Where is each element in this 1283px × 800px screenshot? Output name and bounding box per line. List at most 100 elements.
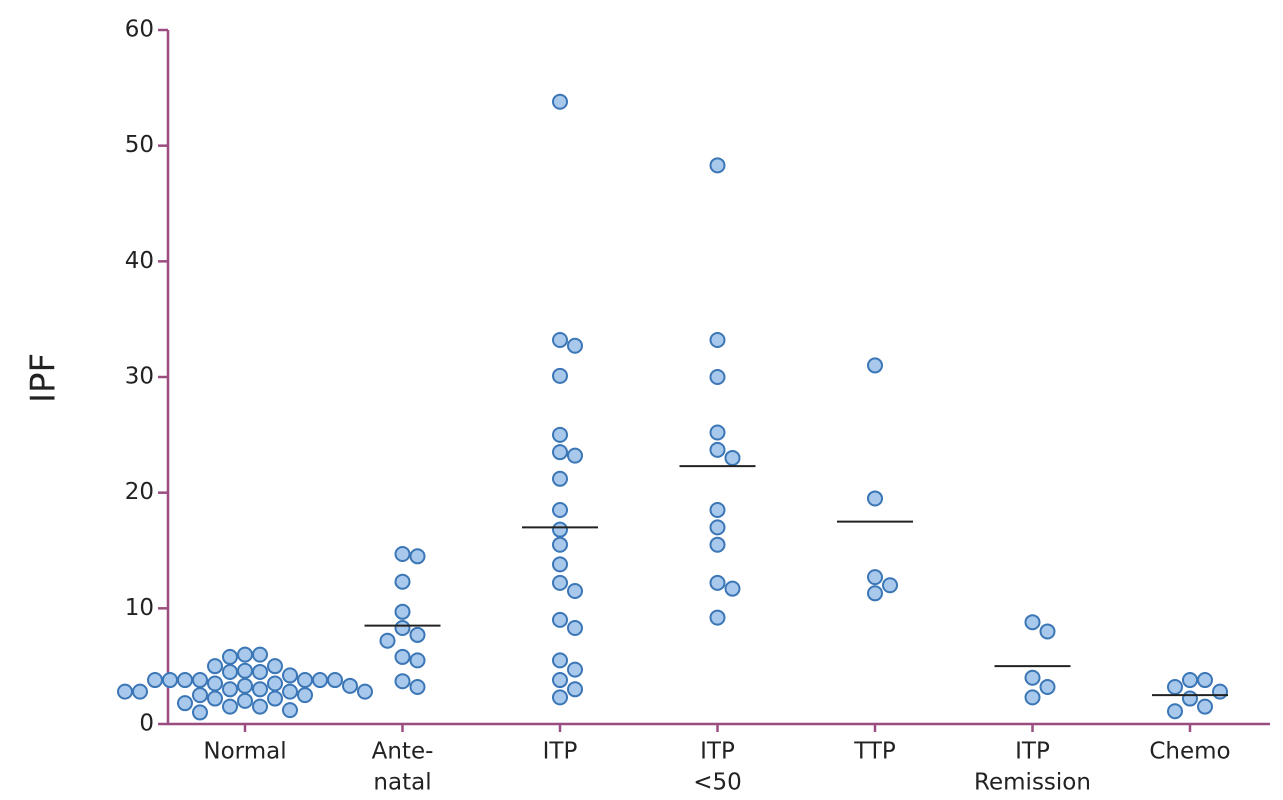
data-point (709, 157, 726, 174)
data-point (867, 357, 883, 374)
data-point (1212, 683, 1228, 700)
x-tick-label: Chemo (1149, 739, 1230, 765)
x-tick-label: Normal (203, 739, 286, 765)
data-point (222, 648, 238, 665)
data-point (252, 646, 268, 663)
data-point (147, 672, 163, 689)
data-point (342, 677, 358, 694)
x-tick-label: ITP (700, 739, 735, 765)
data-point (237, 646, 253, 663)
data-point (552, 93, 568, 110)
data-point (552, 426, 568, 443)
data-point (1197, 672, 1213, 689)
data-point (567, 661, 583, 678)
y-tick-label: 40 (125, 248, 154, 274)
data-point (237, 662, 253, 679)
data-point (207, 675, 223, 692)
y-axis-label: IPF (24, 353, 64, 403)
data-point (552, 331, 568, 348)
data-point (394, 673, 411, 690)
data-point (327, 672, 343, 689)
data-point (192, 687, 208, 704)
data-point (709, 331, 726, 348)
data-point (409, 678, 426, 695)
data-point (282, 667, 298, 684)
data-point (709, 609, 726, 626)
data-point (552, 611, 568, 628)
data-point (1167, 703, 1183, 720)
data-point (252, 663, 268, 680)
data-point (552, 521, 568, 538)
x-tick-label: ITP (543, 739, 578, 765)
data-point (867, 585, 883, 602)
data-point (552, 689, 568, 706)
data-point (709, 502, 726, 519)
data-point (252, 681, 268, 698)
data-point (552, 502, 568, 519)
data-point (394, 573, 411, 590)
data-point (394, 648, 411, 665)
y-tick-label: 0 (139, 711, 154, 737)
data-point (222, 663, 238, 680)
data-point (282, 702, 298, 719)
data-point (867, 490, 883, 507)
data-point (297, 672, 313, 689)
data-point (267, 658, 283, 675)
data-point (237, 677, 253, 694)
data-point (724, 580, 741, 597)
data-point (297, 687, 313, 704)
data-point (117, 683, 133, 700)
data-point (192, 672, 208, 689)
data-point (552, 652, 568, 669)
data-point (409, 626, 426, 643)
data-point (552, 470, 568, 487)
x-tick-label: natal (373, 770, 431, 796)
data-point (552, 556, 568, 573)
data-point (567, 582, 583, 599)
data-point (267, 675, 283, 692)
y-tick-label: 60 (125, 17, 154, 43)
data-point (1024, 689, 1041, 706)
data-point (552, 536, 568, 553)
data-point (379, 632, 396, 649)
data-point (1197, 698, 1213, 715)
x-tick-label: Ante- (372, 739, 434, 765)
data-point (409, 652, 426, 669)
data-point (192, 704, 208, 721)
data-point (1182, 672, 1198, 689)
data-point (177, 695, 193, 712)
data-point (552, 672, 568, 689)
data-point (1039, 623, 1056, 640)
data-point (709, 369, 726, 385)
data-point (207, 690, 223, 707)
data-point (222, 681, 238, 698)
data-point (394, 603, 411, 620)
y-tick-label: 30 (125, 364, 154, 390)
data-point (207, 658, 223, 675)
data-point (177, 672, 193, 689)
data-point (267, 690, 283, 707)
data-point (709, 536, 726, 553)
y-tick-label: 50 (125, 132, 154, 158)
data-point (1024, 614, 1041, 631)
data-point (867, 569, 883, 586)
data-point (709, 441, 726, 458)
data-point (394, 545, 411, 562)
data-point (709, 519, 726, 536)
y-tick-label: 20 (125, 479, 154, 505)
data-point (1039, 678, 1056, 695)
data-point (552, 444, 568, 461)
data-point (132, 683, 148, 700)
data-point (162, 672, 178, 689)
data-point (724, 449, 741, 466)
data-point (1024, 669, 1041, 686)
data-point (709, 424, 726, 441)
data-point (567, 447, 583, 464)
data-point (409, 548, 426, 565)
data-point (394, 619, 411, 636)
data-point (567, 681, 583, 698)
x-tick-label: TTP (853, 739, 896, 765)
data-point (357, 683, 373, 700)
data-point (882, 577, 898, 594)
